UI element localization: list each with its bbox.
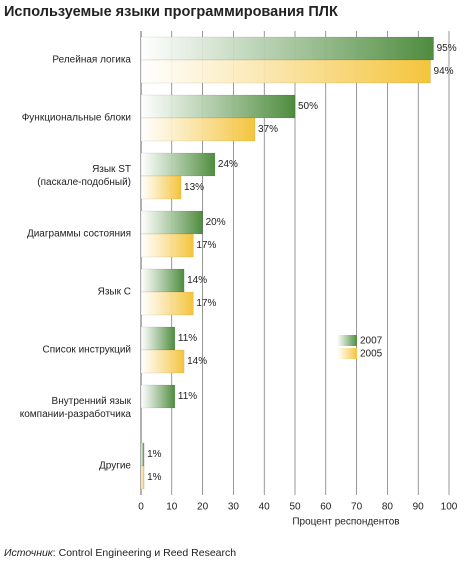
- x-tick-label: 40: [259, 502, 271, 513]
- value-label: 11%: [178, 333, 197, 344]
- x-tick-label: 0: [138, 502, 144, 513]
- bar: [140, 268, 185, 293]
- bar: [140, 326, 176, 351]
- x-tick-label: 10: [166, 502, 178, 513]
- bar: [140, 152, 216, 177]
- source: Источник: Control Engineering и Reed Res…: [4, 547, 236, 559]
- value-label: 11%: [178, 391, 197, 402]
- bar: [140, 384, 176, 409]
- value-label: 1%: [147, 449, 162, 460]
- bar: [140, 59, 431, 84]
- legend-label: 2007: [360, 336, 383, 347]
- x-tick-label: 60: [320, 502, 332, 513]
- x-tick-label: 30: [228, 502, 240, 513]
- category-label: Функциональные блоки: [21, 112, 131, 124]
- value-label: 24%: [218, 159, 238, 170]
- x-axis-label: Процент респондентов: [292, 517, 399, 528]
- category-label: Язык С: [97, 286, 131, 298]
- value-label: 50%: [298, 101, 318, 112]
- category-label: Внутренний язык компании-разработчика: [19, 396, 131, 420]
- bar: [140, 233, 194, 258]
- value-label: 17%: [196, 298, 216, 309]
- category-label: Релейная логика: [52, 54, 131, 66]
- source-text: : Control Engineering и Reed Research: [53, 547, 236, 559]
- legend-swatch: [337, 348, 357, 359]
- legend-label: 2005: [360, 349, 383, 360]
- bar: [140, 349, 185, 374]
- category-label: Другие: [98, 460, 131, 472]
- value-label: 95%: [437, 43, 457, 54]
- value-label: 94%: [434, 66, 454, 77]
- value-label: 1%: [147, 472, 162, 483]
- value-label: 17%: [196, 240, 216, 251]
- x-tick-label: 100: [441, 502, 458, 513]
- chart-title: Используемые языки программирования ПЛК: [4, 4, 338, 20]
- bar: [140, 117, 256, 142]
- category-label: Язык ST (паскале-подобный): [37, 164, 131, 188]
- bar: [140, 175, 182, 200]
- bar: [140, 210, 203, 235]
- legend-swatch: [337, 335, 357, 346]
- bar: [140, 465, 145, 490]
- x-tick-label: 90: [413, 502, 425, 513]
- value-label: 13%: [184, 182, 204, 193]
- category-label: Список инструкций: [42, 344, 131, 356]
- x-tick-label: 50: [289, 502, 301, 513]
- value-label: 14%: [187, 275, 207, 286]
- x-tick-label: 70: [351, 502, 363, 513]
- bar: [140, 36, 434, 61]
- bar: [140, 442, 145, 467]
- x-tick-label: 80: [382, 502, 394, 513]
- source-label: Источник: [4, 547, 54, 559]
- x-tick-label: 20: [197, 502, 209, 513]
- value-label: 37%: [258, 124, 278, 135]
- bar: [140, 94, 296, 119]
- value-label: 14%: [187, 356, 207, 367]
- value-label: 20%: [206, 217, 226, 228]
- category-label: Диаграммы состояния: [26, 228, 131, 240]
- bar: [140, 291, 194, 316]
